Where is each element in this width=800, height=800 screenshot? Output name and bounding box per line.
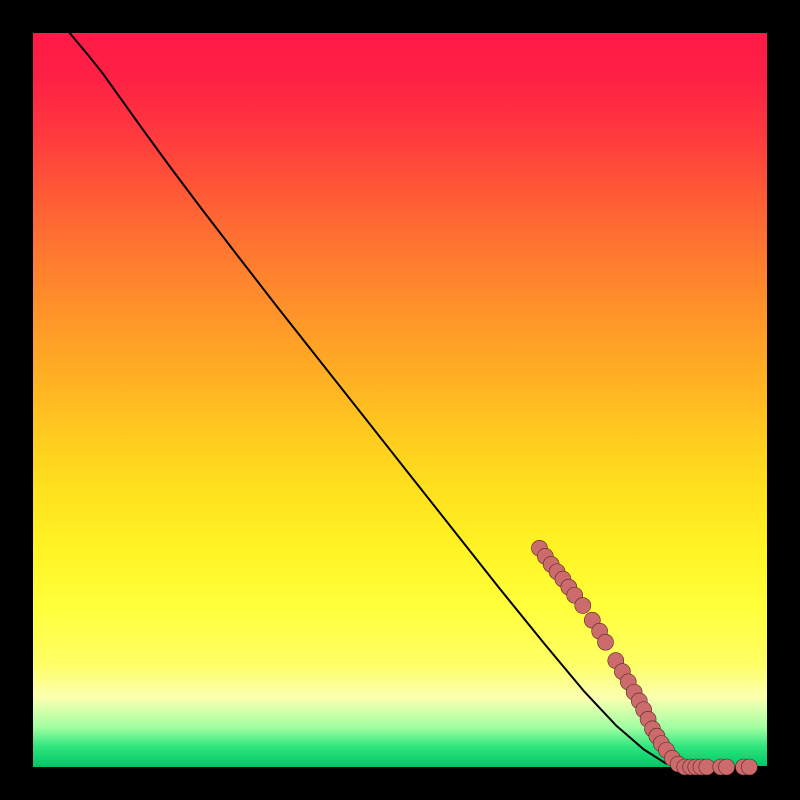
- data-marker: [598, 634, 614, 650]
- gradient-background: [33, 33, 767, 767]
- data-marker: [741, 759, 757, 775]
- data-marker: [575, 598, 591, 614]
- chart-svg: [0, 0, 800, 800]
- data-marker: [719, 759, 735, 775]
- data-marker: [699, 759, 715, 775]
- chart-root: TheBottleneck.com: [0, 0, 800, 800]
